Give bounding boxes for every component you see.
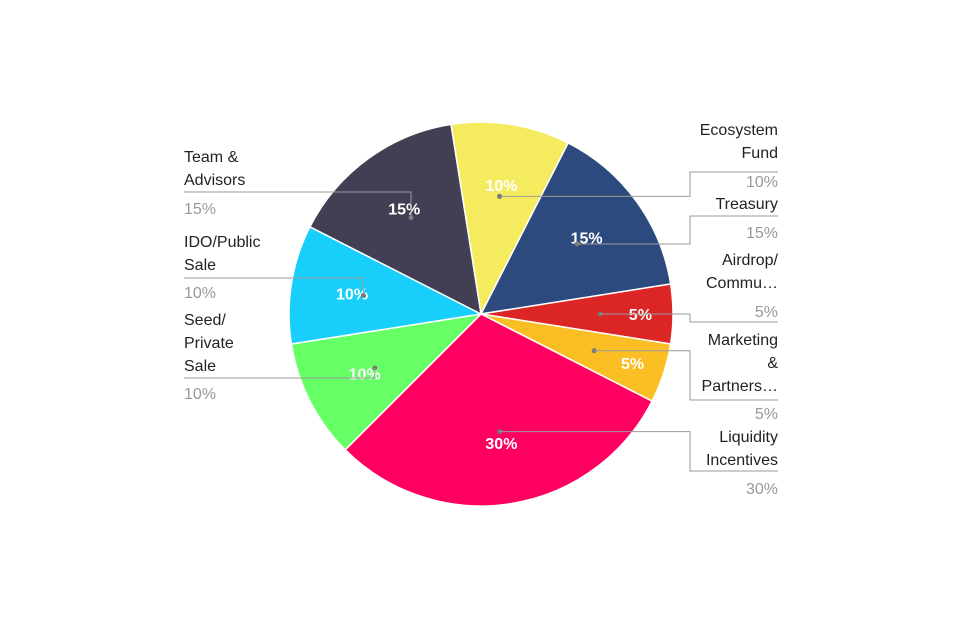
callout-label: Commu… [706, 275, 778, 292]
callout-value: 10% [746, 174, 778, 191]
callout-label: Liquidity [719, 429, 778, 446]
callout-line [600, 313, 778, 323]
callout-label: Incentives [706, 452, 778, 469]
callout-value: 10% [184, 386, 216, 403]
slice-percent-label: 10% [349, 366, 381, 383]
callout-value: 15% [184, 201, 216, 218]
callout-label: & [767, 355, 778, 372]
slice-percent-label: 5% [621, 356, 644, 373]
pie-slice [344, 313, 654, 507]
callout-line [184, 368, 376, 379]
callout-value: 10% [184, 285, 216, 302]
callout-line [594, 350, 778, 401]
callout-label: IDO/Public [184, 234, 260, 251]
callout-value: 15% [746, 225, 778, 242]
callout-label: Seed/ [184, 312, 226, 329]
pie-slice [479, 141, 672, 315]
callout-label: Airdrop/ [722, 252, 779, 269]
callout-line [499, 171, 778, 197]
callout-value: 5% [755, 406, 778, 423]
callout-label: Partners… [702, 378, 778, 395]
slice-percent-label: 10% [485, 178, 517, 195]
callout-line [499, 431, 778, 472]
callout-label: Sale [184, 257, 216, 274]
callout-label: Ecosystem [700, 122, 778, 139]
callout-value: 5% [755, 304, 778, 321]
callout-label: Treasury [715, 196, 778, 213]
callout-label: Advisors [184, 172, 245, 189]
pie-slice [450, 121, 570, 317]
callout-label: Marketing [708, 332, 778, 349]
pie-slice [308, 123, 482, 316]
slice-percent-label: 5% [629, 307, 652, 324]
callout-label: Fund [742, 145, 778, 162]
slice-percent-label: 10% [336, 287, 368, 304]
slice-percent-label: 15% [388, 201, 420, 218]
callout-line [577, 215, 778, 245]
callout-label: Team & [184, 149, 239, 166]
callout-label: Private [184, 335, 234, 352]
callout-line [184, 277, 364, 296]
callout-line [184, 191, 412, 218]
callout-label: Sale [184, 358, 216, 375]
callout-value: 30% [746, 481, 778, 498]
pie-slice [290, 312, 484, 451]
slice-percent-label: 30% [485, 436, 517, 453]
pie-slice [288, 225, 484, 345]
